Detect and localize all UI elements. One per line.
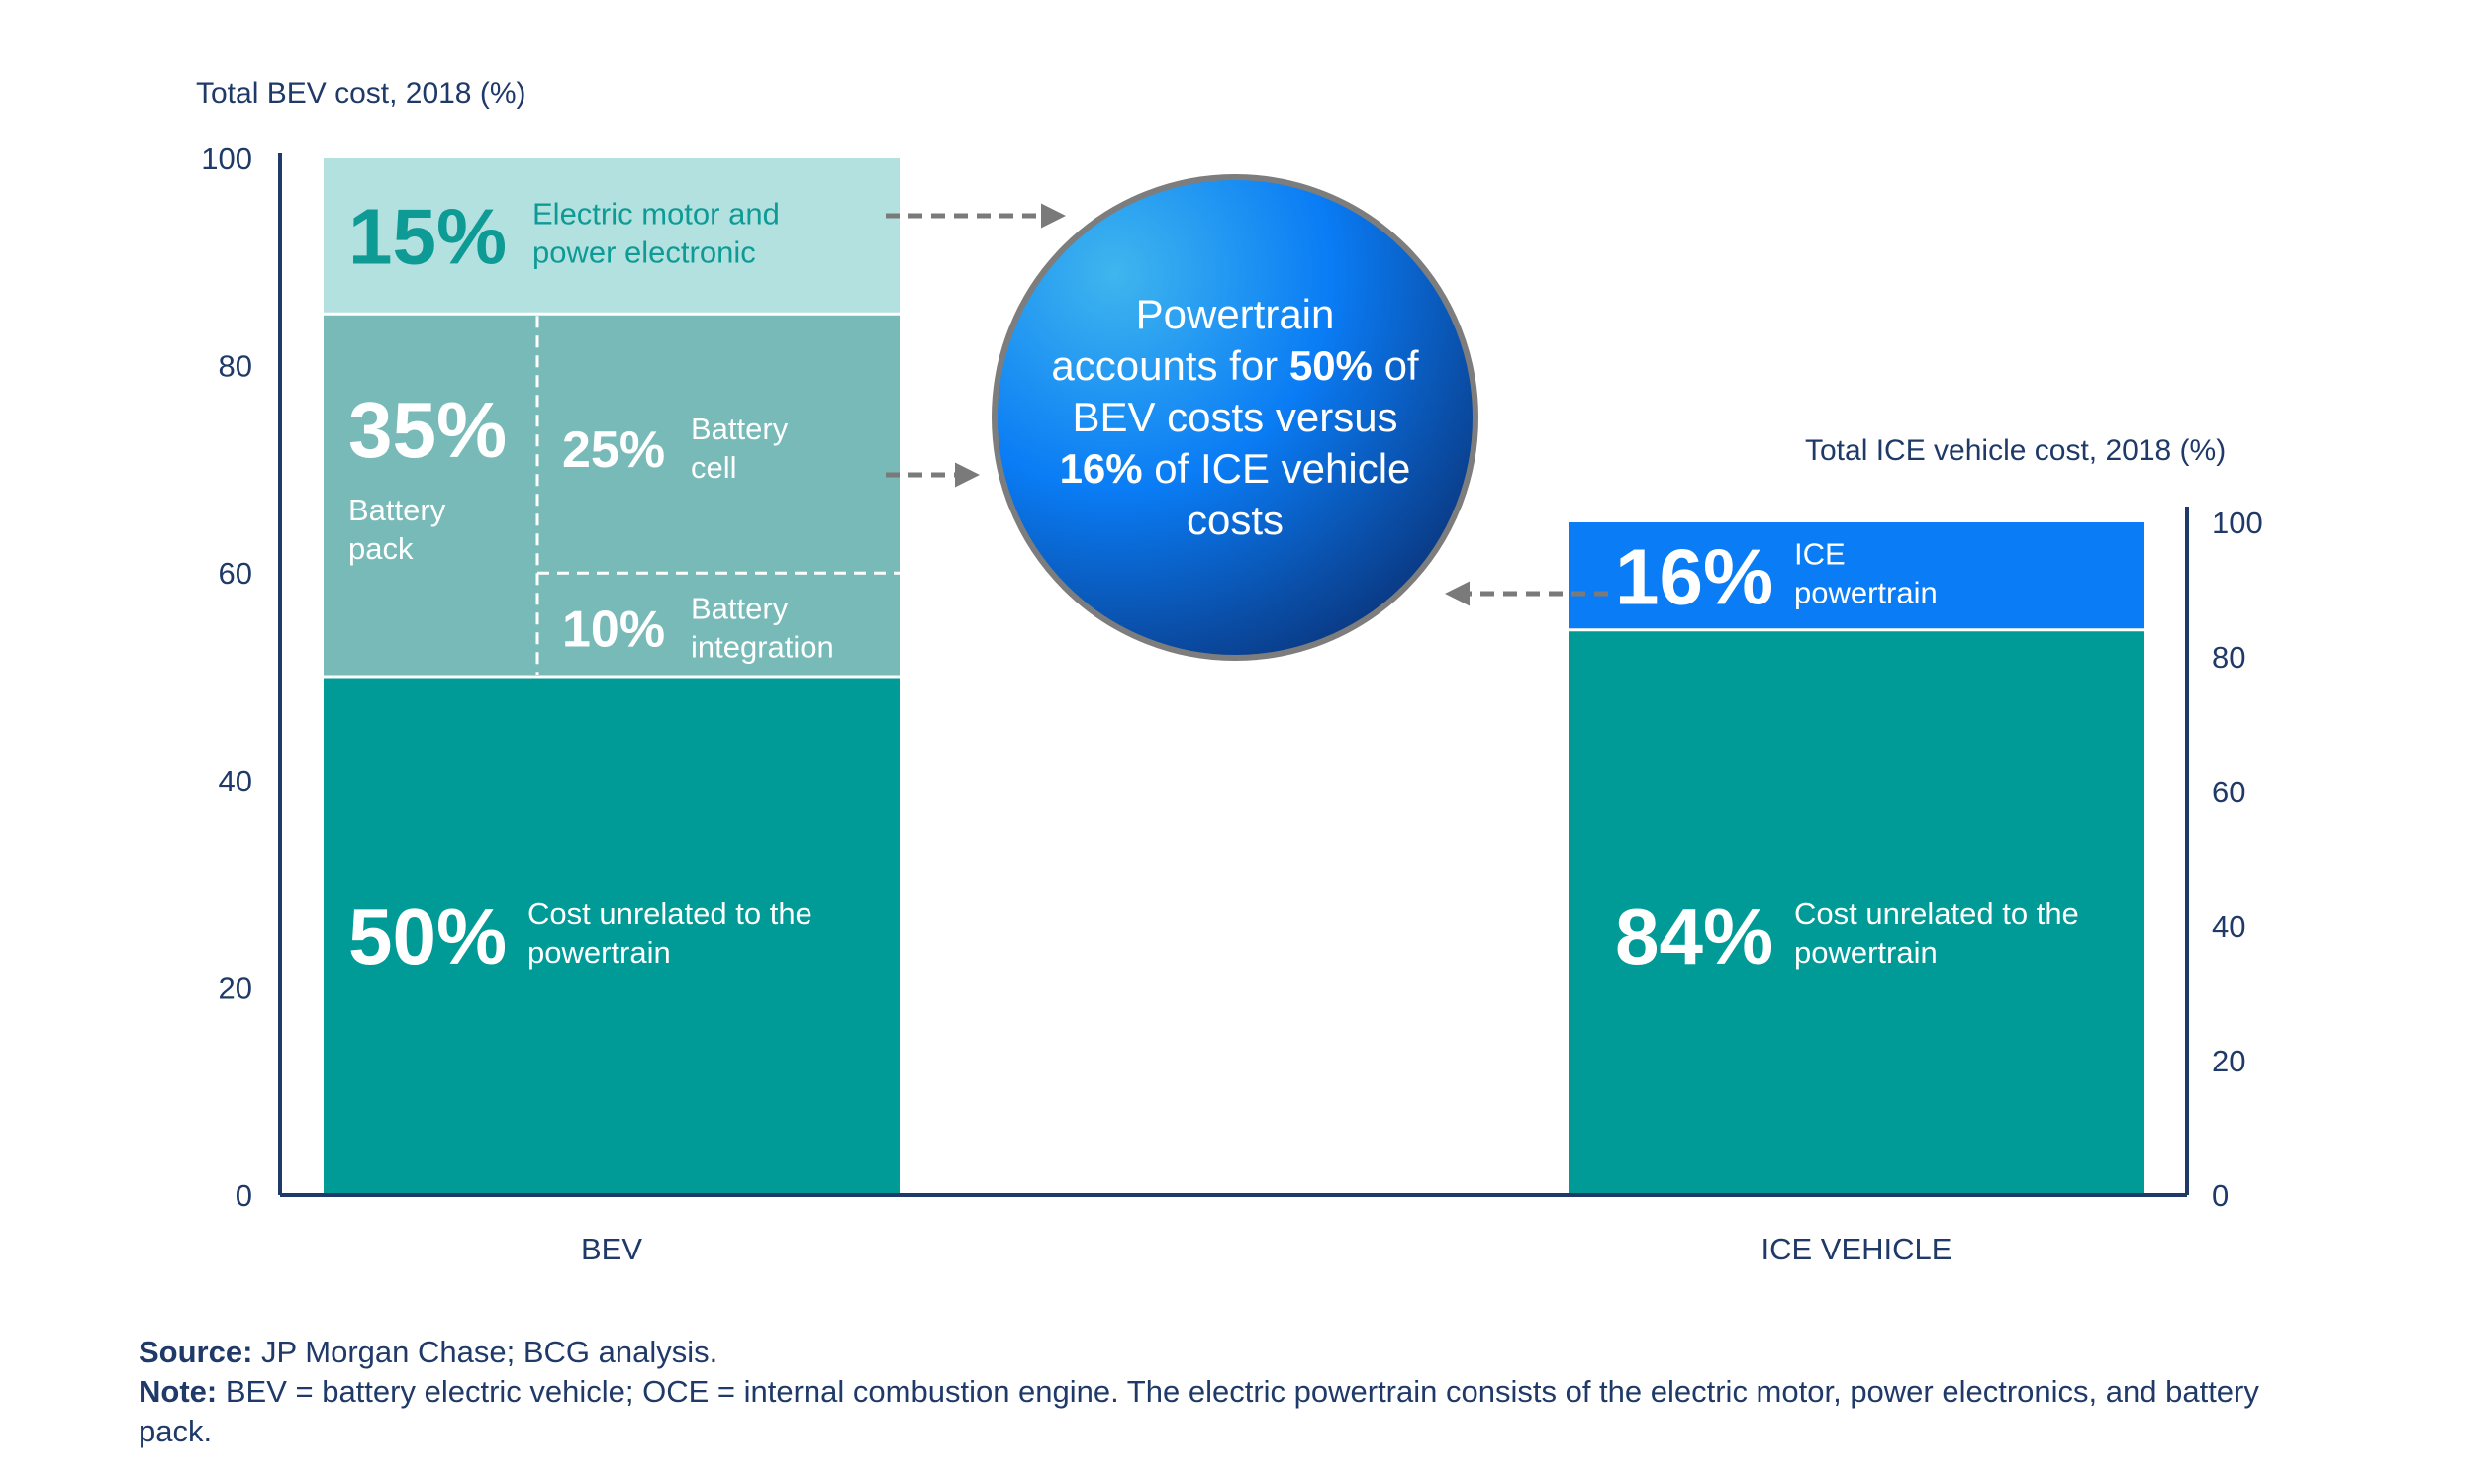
ice-segment-0 [1569,629,2144,1195]
bev-cell-label: Battery cell [691,412,789,485]
callout-bubble [992,174,1478,661]
x-category-label: BEV [581,1232,642,1266]
callout-line: BEV costs versus [1072,394,1397,440]
bev-segment-1 [324,314,900,677]
callout-line: Powertrain [1136,291,1335,337]
right-tick-label: 20 [2212,1044,2245,1078]
right-tick-label: 40 [2212,909,2245,944]
left-tick-label: 20 [219,971,252,1005]
callout-line: costs [1187,497,1284,543]
right-tick-label: 100 [2212,506,2263,540]
right-tick-label: 60 [2212,775,2245,809]
ice-unrelated-label: Cost unrelated to the powertrain [1794,896,2079,970]
left-tick-label: 100 [201,141,252,176]
ice-powertrain-label: ICE powertrain [1794,536,1938,609]
source-text: JP Morgan Chase; BCG analysis. [261,1335,718,1369]
source-label: Source: [139,1335,253,1369]
footnote: Note: BEV = battery electric vehicle; OC… [139,1372,2266,1451]
bev-unrelated-label: Cost unrelated to the powertrain [527,896,812,970]
x-category-label: ICE VEHICLE [1761,1232,1952,1266]
source-note: Source: JP Morgan Chase; BCG analysis. [139,1333,717,1372]
bev-segment-0 [324,677,900,1195]
left-tick-label: 40 [219,764,252,798]
callout-line: 16% of ICE vehicle [1060,445,1411,492]
left-tick-label: 60 [219,556,252,591]
ice-unrelated-pct: 84% [1615,892,1773,980]
bev-integration-pct: 10% [562,602,665,659]
left-tick-label: 80 [219,349,252,384]
left-axis-title: Total BEV cost, 2018 (%) [196,77,526,110]
bev-segment-2 [324,158,900,315]
bev-pack-label: Battery pack [348,493,446,566]
ice-powertrain-pct: 16% [1615,532,1773,620]
bev-integration-label: Battery integration [691,592,834,665]
bev-cell-pct: 25% [562,421,665,479]
bev-motor-label: Electric motor and power electronic [532,197,780,270]
note-label: Note: [139,1374,218,1409]
bev-motor-pct: 15% [348,193,507,281]
bev-pack-pct: 35% [348,386,507,474]
left-tick-label: 0 [236,1178,252,1213]
right-axis-title: Total ICE vehicle cost, 2018 (%) [1805,434,2227,467]
right-tick-label: 0 [2212,1178,2229,1213]
ice-segment-1 [1569,522,2144,630]
right-tick-label: 80 [2212,640,2245,675]
callout-line: accounts for 50% of [1051,342,1419,389]
bev-unrelated-pct: 50% [348,892,507,980]
note-text: BEV = battery electric vehicle; OCE = in… [139,1374,2259,1448]
